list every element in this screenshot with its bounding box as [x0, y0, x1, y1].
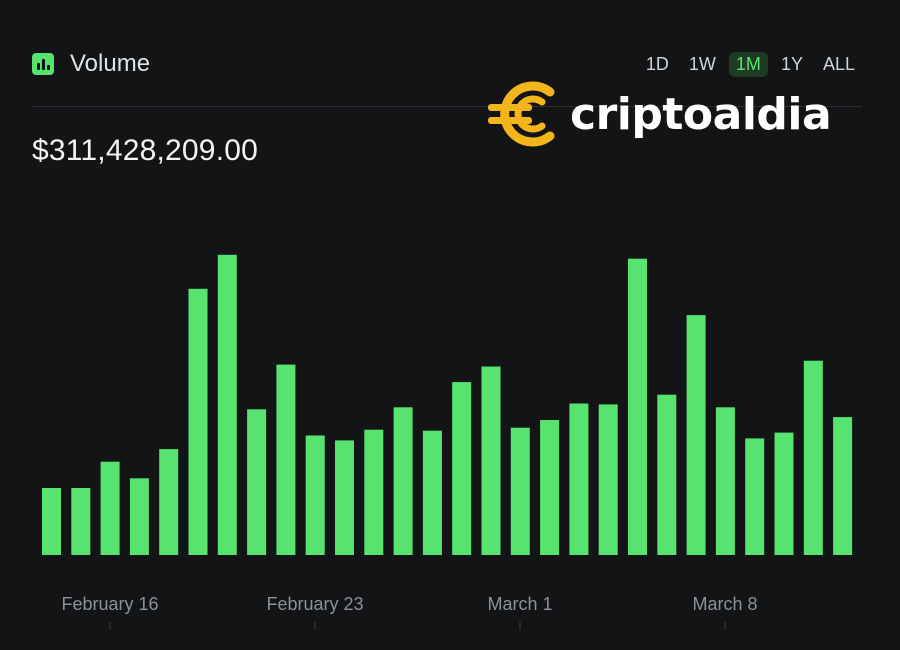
volume-bar[interactable] [657, 394, 677, 555]
volume-bar[interactable] [100, 461, 120, 555]
volume-bar[interactable] [42, 488, 61, 555]
chart-header: Volume 1D 1W 1M 1Y ALL [32, 50, 862, 82]
volume-bar[interactable] [217, 254, 237, 556]
range-1y[interactable]: 1Y [780, 54, 803, 74]
range-1m[interactable]: 1M [728, 52, 768, 77]
criptoaldia-watermark: criptoaldia [486, 74, 832, 154]
x-tick-label: March 8 [692, 594, 757, 614]
criptoaldia-logo [488, 81, 555, 147]
volume-bar[interactable] [510, 427, 530, 555]
volume-bar[interactable] [422, 430, 442, 555]
title-group: Volume [32, 50, 150, 78]
header-divider [32, 106, 862, 107]
x-tick-label: February 23 [266, 594, 363, 614]
volume-bar[interactable] [276, 364, 296, 555]
volume-bar[interactable] [159, 449, 179, 555]
volume-bar[interactable] [188, 288, 208, 555]
volume-bar[interactable] [129, 478, 149, 555]
range-1w[interactable]: 1W [688, 54, 716, 74]
volume-bar[interactable] [833, 417, 853, 555]
bar-chart-icon [32, 53, 54, 75]
x-tick-label: February 16 [61, 594, 158, 614]
volume-bar[interactable] [247, 409, 267, 555]
volume-bar[interactable] [745, 438, 765, 555]
volume-bar[interactable] [481, 366, 501, 556]
volume-bar[interactable] [540, 420, 560, 555]
x-tick-label: March 1 [487, 594, 552, 614]
range-all[interactable]: ALL [822, 54, 855, 74]
total-volume: $311,428,209.00 [32, 134, 258, 167]
watermark-text: criptoaldia [570, 88, 832, 140]
volume-bar[interactable] [774, 432, 794, 555]
volume-bar[interactable] [364, 429, 384, 555]
volume-bar[interactable] [715, 407, 735, 555]
volume-bar[interactable] [803, 360, 823, 555]
volume-bar[interactable] [598, 404, 618, 555]
volume-bar[interactable] [569, 403, 589, 556]
volume-bar[interactable] [335, 440, 354, 555]
volume-bar[interactable] [71, 488, 91, 555]
volume-bar[interactable] [686, 315, 706, 555]
volume-bar[interactable] [452, 382, 472, 555]
volume-bar[interactable] [393, 407, 413, 555]
range-1d[interactable]: 1D [645, 54, 669, 74]
volume-bar[interactable] [628, 258, 647, 555]
volume-bar[interactable] [305, 435, 325, 556]
chart-title: Volume [70, 50, 151, 77]
range-selector: 1D 1W 1M 1Y ALL [639, 52, 862, 77]
